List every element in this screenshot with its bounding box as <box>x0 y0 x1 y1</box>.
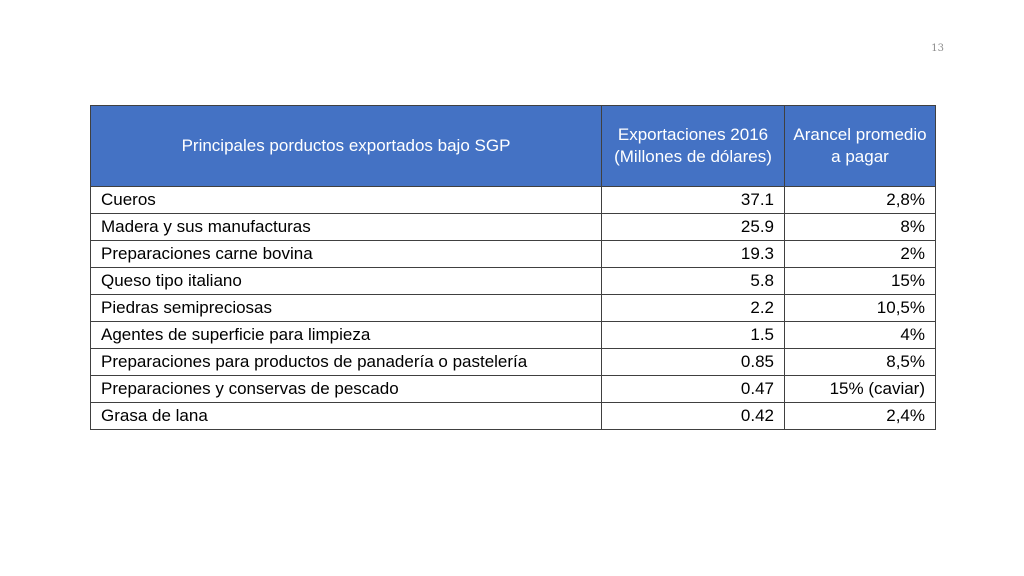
table-row: Preparaciones carne bovina 19.3 2% <box>90 240 936 268</box>
product-cell: Grasa de lana <box>90 402 602 430</box>
table-row: Piedras semipreciosas 2.2 10,5% <box>90 294 936 322</box>
tariff-cell: 8% <box>784 213 936 241</box>
exports-cell: 0.85 <box>601 348 785 376</box>
product-cell: Preparaciones y conservas de pescado <box>90 375 602 403</box>
tariff-cell: 2,4% <box>784 402 936 430</box>
table-row: Preparaciones y conservas de pescado 0.4… <box>90 375 936 403</box>
product-cell: Queso tipo italiano <box>90 267 602 295</box>
exports-cell: 25.9 <box>601 213 785 241</box>
table-row: Agentes de superficie para limpieza 1.5 … <box>90 321 936 349</box>
exports-cell: 1.5 <box>601 321 785 349</box>
tariff-cell: 2% <box>784 240 936 268</box>
header-tariff: Arancel promedio a pagar <box>784 105 936 187</box>
table-row: Preparaciones para productos de panaderí… <box>90 348 936 376</box>
tariff-cell: 15% <box>784 267 936 295</box>
product-cell: Cueros <box>90 186 602 214</box>
exports-cell: 0.47 <box>601 375 785 403</box>
tariff-cell: 2,8% <box>784 186 936 214</box>
product-cell: Preparaciones para productos de panaderí… <box>90 348 602 376</box>
header-products: Principales porductos exportados bajo SG… <box>90 105 602 187</box>
product-cell: Preparaciones carne bovina <box>90 240 602 268</box>
product-cell: Madera y sus manufacturas <box>90 213 602 241</box>
table-row: Madera y sus manufacturas 25.9 8% <box>90 213 936 241</box>
exports-cell: 19.3 <box>601 240 785 268</box>
exports-cell: 37.1 <box>601 186 785 214</box>
tariff-cell: 15% (caviar) <box>784 375 936 403</box>
table-row: Grasa de lana 0.42 2,4% <box>90 402 936 430</box>
table-row: Queso tipo italiano 5.8 15% <box>90 267 936 295</box>
table-row: Cueros 37.1 2,8% <box>90 186 936 214</box>
exports-cell: 0.42 <box>601 402 785 430</box>
tariff-cell: 8,5% <box>784 348 936 376</box>
table-header-row: Principales porductos exportados bajo SG… <box>90 105 936 187</box>
exports-table: Principales porductos exportados bajo SG… <box>90 105 936 430</box>
exports-cell: 5.8 <box>601 267 785 295</box>
header-exports-2016: Exportaciones 2016 (Millones de dólares) <box>601 105 785 187</box>
product-cell: Piedras semipreciosas <box>90 294 602 322</box>
slide-number: 13 <box>931 43 944 54</box>
exports-cell: 2.2 <box>601 294 785 322</box>
product-cell: Agentes de superficie para limpieza <box>90 321 602 349</box>
tariff-cell: 4% <box>784 321 936 349</box>
tariff-cell: 10,5% <box>784 294 936 322</box>
